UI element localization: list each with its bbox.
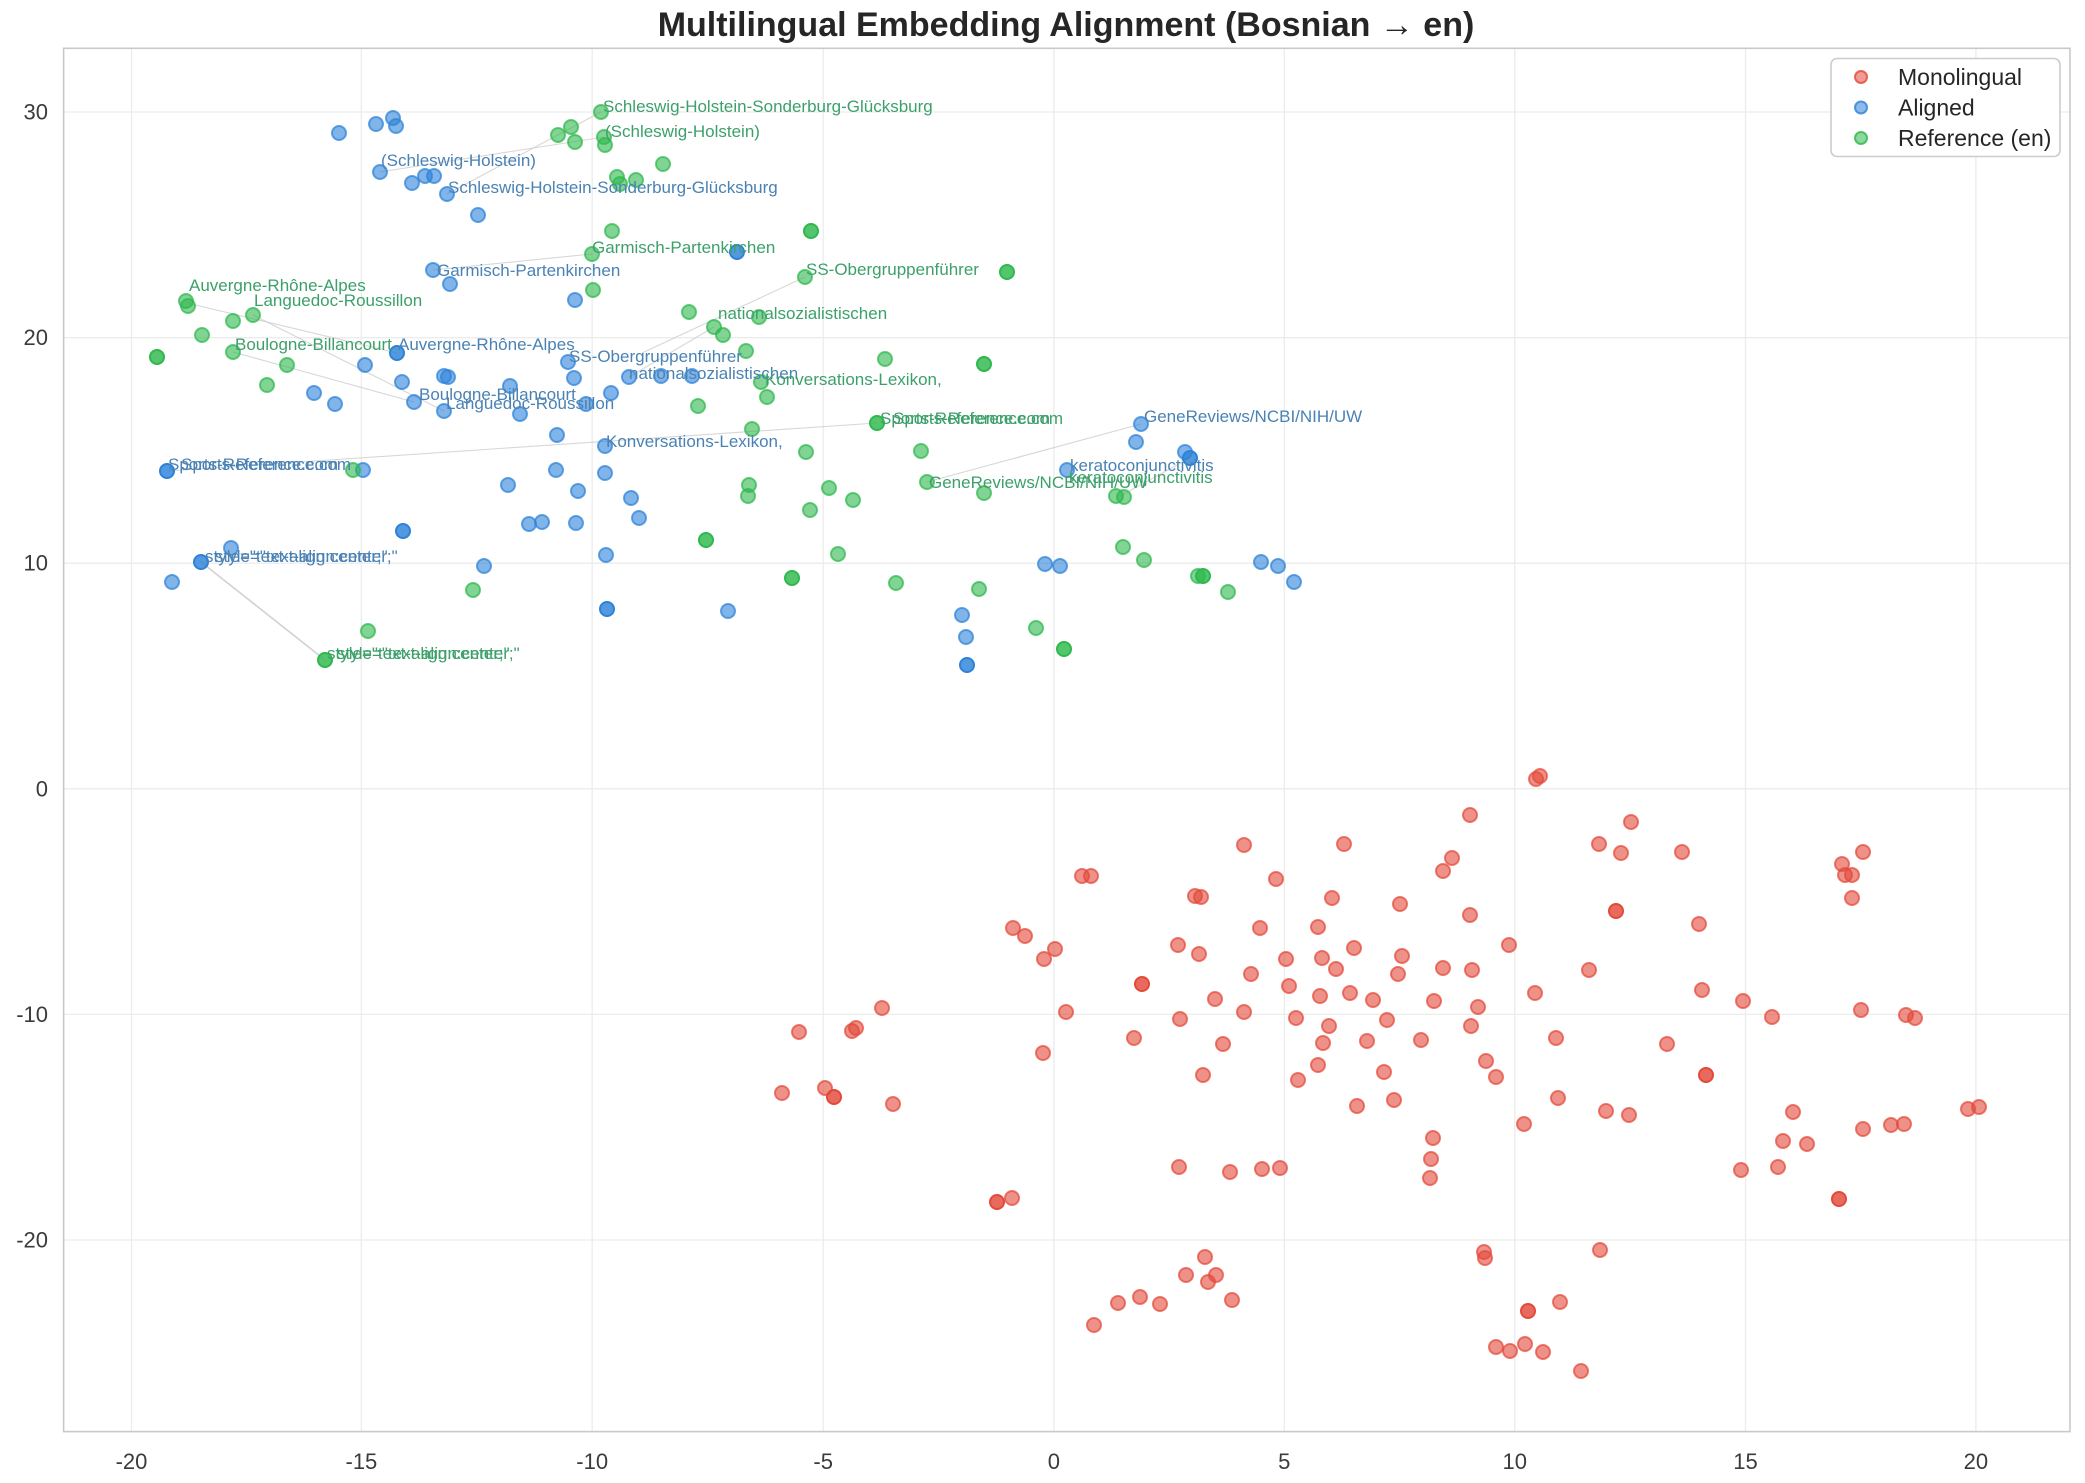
svg-text:GeneReviews/NCBI/NIH/UW: GeneReviews/NCBI/NIH/UW xyxy=(929,473,1147,492)
svg-text:Languedoc-Roussillon: Languedoc-Roussillon xyxy=(254,291,422,310)
svg-text:-5: -5 xyxy=(813,1449,833,1474)
svg-text:Reference (en): Reference (en) xyxy=(1898,125,2051,151)
svg-text:Schleswig-Holstein-Sonderburg-: Schleswig-Holstein-Sonderburg-Glücksburg xyxy=(603,97,933,116)
svg-text:keratoconjunctivitis: keratoconjunctivitis xyxy=(1070,456,1214,475)
svg-text:-20: -20 xyxy=(116,1449,148,1474)
svg-text:-15: -15 xyxy=(346,1449,378,1474)
svg-text:Schleswig-Holstein-Sonderburg-: Schleswig-Holstein-Sonderburg-Glücksburg xyxy=(448,178,778,197)
svg-text:(Schleswig-Holstein): (Schleswig-Holstein) xyxy=(605,122,760,141)
svg-text:15: 15 xyxy=(1733,1449,1757,1474)
svg-text:-20: -20 xyxy=(16,1228,48,1253)
svg-text:keratoconjunctivitis: keratoconjunctivitis xyxy=(1069,468,1213,487)
svg-text:Auvergne-Rhône-Alpes: Auvergne-Rhône-Alpes xyxy=(189,276,366,295)
svg-text:0: 0 xyxy=(36,776,48,801)
svg-text:Auvergne-Rhône-Alpes: Auvergne-Rhône-Alpes xyxy=(398,335,575,354)
svg-text:Sports-Reference.com: Sports-Reference.com xyxy=(181,455,351,474)
svg-text:Konversations-Lexikon,: Konversations-Lexikon, xyxy=(606,432,783,451)
svg-text:(Schleswig-Holstein): (Schleswig-Holstein) xyxy=(381,151,536,170)
svg-text:Garmisch-Partenkirchen: Garmisch-Partenkirchen xyxy=(592,238,775,257)
svg-text:Aligned: Aligned xyxy=(1898,95,1975,121)
svg-text:Multilingual Embedding Alignme: Multilingual Embedding Alignment (Bosnia… xyxy=(658,6,1475,44)
svg-text:Languedoc-Roussillon: Languedoc-Roussillon xyxy=(446,394,614,413)
svg-text:SS-Obergruppenführer: SS-Obergruppenführer xyxy=(569,347,742,366)
svg-text:Boulogne-Billancourt: Boulogne-Billancourt xyxy=(419,385,576,404)
svg-text:20: 20 xyxy=(24,325,48,350)
svg-text:5: 5 xyxy=(1278,1449,1290,1474)
svg-text:style="text-align:center;": style="text-align:center;" xyxy=(205,547,388,566)
svg-text:-10: -10 xyxy=(576,1449,608,1474)
svg-text:Sports-Reference.com: Sports-Reference.com xyxy=(880,409,1050,428)
svg-text:30: 30 xyxy=(24,100,48,125)
svg-text:GeneReviews/NCBI/NIH/UW: GeneReviews/NCBI/NIH/UW xyxy=(1144,407,1362,426)
svg-text:style="text-align:center;": style="text-align:center;" xyxy=(215,547,398,566)
svg-text:Sports-Reference.com: Sports-Reference.com xyxy=(168,455,338,474)
svg-text:SS-Obergruppenführer: SS-Obergruppenführer xyxy=(806,260,979,279)
svg-text:nationalsozialistischen: nationalsozialistischen xyxy=(629,364,798,383)
svg-text:0: 0 xyxy=(1048,1449,1060,1474)
svg-text:10: 10 xyxy=(24,551,48,576)
svg-text:nationalsozialistischen: nationalsozialistischen xyxy=(718,304,887,323)
svg-text:style="text-align:center;": style="text-align:center;" xyxy=(337,644,520,663)
svg-text:Monolingual: Monolingual xyxy=(1898,64,2022,90)
svg-text:style="text-align:center;": style="text-align:center;" xyxy=(327,644,510,663)
svg-text:10: 10 xyxy=(1503,1449,1527,1474)
svg-text:Garmisch-Partenkirchen: Garmisch-Partenkirchen xyxy=(437,261,620,280)
svg-text:20: 20 xyxy=(1964,1449,1988,1474)
svg-text:Konversations-Lexikon,: Konversations-Lexikon, xyxy=(765,370,942,389)
svg-text:-10: -10 xyxy=(16,1002,48,1027)
svg-text:Sports-Reference.com: Sports-Reference.com xyxy=(893,409,1063,428)
svg-text:Boulogne-Billancourt: Boulogne-Billancourt xyxy=(235,335,392,354)
